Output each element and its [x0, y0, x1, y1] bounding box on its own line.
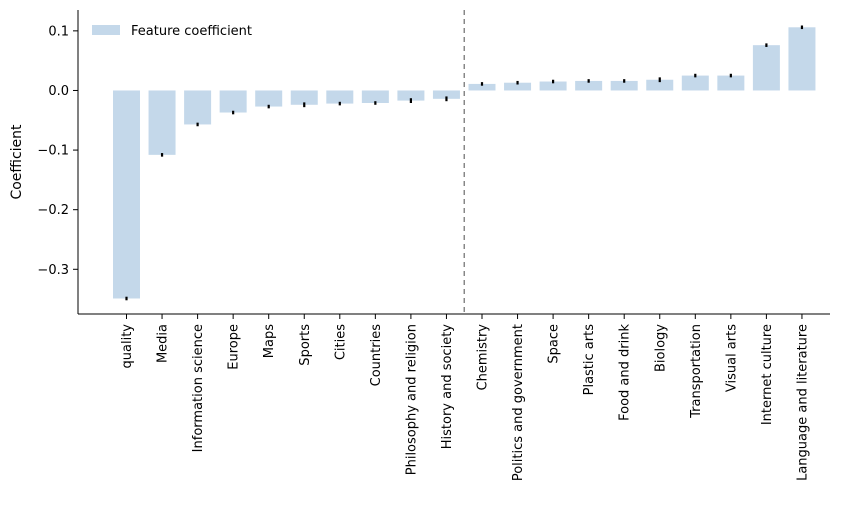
bar-12 [539, 81, 567, 91]
x-tick-label-12: Space [547, 324, 562, 364]
x-tick-label-4: Maps [262, 324, 277, 358]
bar-2 [184, 90, 212, 125]
y-axis-title: Coefficient [9, 124, 25, 200]
x-tick-label-1: Media [156, 324, 171, 363]
x-tick-label-18: Internet culture [760, 324, 775, 425]
x-tick-label-7: Countries [369, 324, 384, 387]
legend-label: Feature coefficient [131, 24, 252, 39]
bar-16 [681, 75, 709, 91]
bar-5 [290, 90, 318, 105]
legend-swatch [92, 25, 120, 35]
legend: Feature coefficient [92, 24, 252, 39]
bar-0 [113, 90, 140, 299]
bar-6 [326, 90, 354, 104]
bar-8 [397, 90, 425, 101]
x-tick-label-3: Europe [227, 324, 242, 370]
x-tick-label-6: Cities [333, 324, 348, 360]
x-tick-label-19: Language and literature [795, 324, 810, 481]
bar-9 [432, 90, 460, 99]
error-bars-layer [125, 25, 804, 301]
y-tick-label-0: 0.1 [48, 24, 69, 39]
x-tick-label-10: Chemistry [476, 324, 491, 391]
x-tick-label-11: Politics and government [511, 324, 526, 481]
bar-10 [468, 83, 496, 91]
x-tick-label-15: Biology [653, 324, 668, 372]
x-ticks: quality Media Information science Europe Map… [120, 314, 810, 481]
bar-18 [752, 45, 780, 91]
bar-11 [504, 82, 532, 91]
bars-layer [113, 27, 816, 299]
x-tick-label-17: Visual arts [724, 324, 739, 392]
x-tick-label-16: Transportation [689, 324, 704, 419]
y-tick-label-1: 0.0 [48, 84, 69, 99]
bar-7 [361, 90, 389, 103]
x-tick-label-0: quality [120, 324, 135, 369]
y-tick-label-3: −0.2 [37, 203, 69, 218]
x-tick-label-14: Food and drink [618, 324, 633, 421]
bar-4 [255, 90, 283, 107]
bar-15 [646, 79, 674, 91]
bar-17 [717, 75, 745, 91]
bar-19 [788, 27, 816, 91]
x-tick-label-5: Sports [298, 324, 313, 366]
y-ticks: 0.1 0.0 −0.1 −0.2 −0.3 [37, 24, 78, 278]
x-tick-label-13: Plastic arts [582, 324, 597, 396]
bar-3 [219, 90, 247, 113]
bar-1 [148, 90, 176, 155]
x-tick-label-2: Information science [191, 324, 206, 452]
bar-14 [610, 80, 638, 91]
x-tick-label-9: History and society [440, 324, 455, 450]
bar-13 [575, 80, 603, 91]
y-tick-label-2: −0.1 [37, 144, 69, 159]
x-tick-label-8: Philosophy and religion [404, 324, 419, 475]
y-tick-label-4: −0.3 [37, 263, 69, 278]
